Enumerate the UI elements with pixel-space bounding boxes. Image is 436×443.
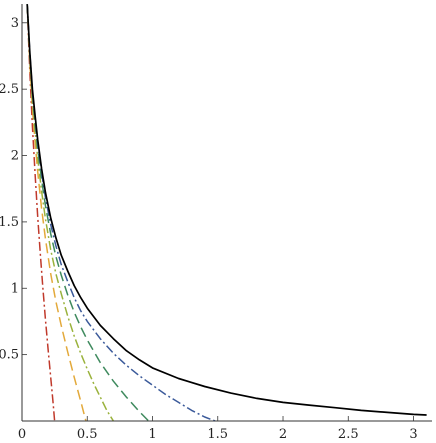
x-tick-label: 1 [148, 427, 156, 442]
series-line-2 [26, 4, 150, 422]
series-line-4 [26, 4, 87, 422]
x-tick-label: 1.5 [207, 427, 228, 442]
series-line-1 [26, 4, 216, 422]
x-tick-label: 0 [18, 427, 26, 442]
y-tick-label: 2.5 [0, 82, 19, 97]
y-tick-label: 2 [11, 149, 19, 164]
x-tick-label: 3 [409, 427, 417, 442]
x-tick-label: 0.5 [77, 427, 98, 442]
y-tick-label: 0.5 [0, 348, 19, 363]
x-tick-label: 2 [279, 427, 287, 442]
y-tick-label: 1 [11, 281, 19, 296]
y-tick-label: 1.5 [0, 215, 19, 230]
series-line-3 [26, 4, 115, 422]
y-tick-label: 3 [11, 16, 19, 31]
series-line-0 [26, 4, 427, 416]
x-axis-ticks: 0 0.5 1 1.5 2 2.5 3 [18, 416, 418, 442]
x-tick-label: 2.5 [338, 427, 359, 442]
series-layer [26, 4, 427, 422]
y-axis-ticks: 0.5 1 1.5 2 2.5 3 [0, 16, 27, 363]
